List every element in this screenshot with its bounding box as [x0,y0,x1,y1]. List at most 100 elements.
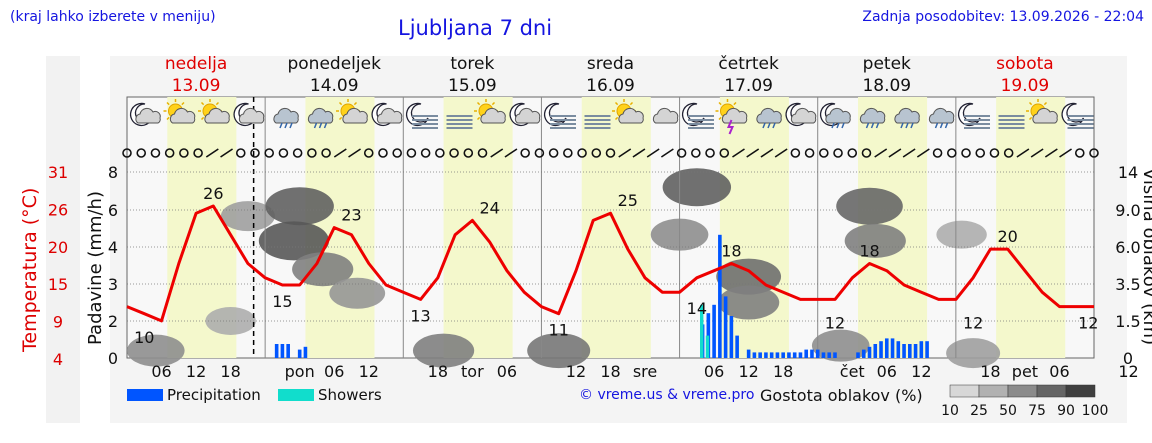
precipitation-bar [913,344,918,358]
rain-drop [323,122,328,129]
rain-drop [944,122,949,129]
precipitation-bar [804,349,809,358]
wind-calm-icon [164,148,175,158]
shower-bar [705,335,710,358]
x-tick-label: 18 [980,362,1000,381]
day-name: torek [450,54,494,74]
wind-calm-icon [961,148,971,158]
precip-tick-label: 2 [108,312,118,331]
left-margin-panel [46,56,80,423]
cloud-icon [825,107,851,124]
precipitation-bar [781,352,785,358]
shower-bar [699,304,704,358]
credit-link[interactable]: © vreme.us & vreme.pro [579,387,755,403]
wind-barb-icon [205,148,219,158]
x-tick-label: 06 [497,362,517,381]
temperature-value-label: 26 [203,184,223,203]
wind-barb-icon [888,148,902,158]
wind-calm-icon [435,148,445,158]
rain-drop [772,122,776,129]
x-tick-label: 18 [773,362,793,381]
wind-calm-icon [691,148,701,158]
x-tick-label: 12 [566,362,586,381]
x-tick-label: 06 [1049,362,1069,381]
wind-calm-icon [463,148,474,158]
precipitation-bar [769,352,774,358]
wind-calm-icon [307,148,317,158]
wind-calm-icon [363,148,374,158]
cloud-icon [169,107,196,124]
temperature-value-label: 23 [341,206,361,225]
sun-ray [1043,101,1048,106]
wind-calm-icon [1089,148,1099,158]
rain-drop [939,122,944,129]
precipitation-bar [792,352,797,358]
wind-calm-icon [790,148,801,158]
temperature-tick-label: 26 [48,200,68,219]
temperature-value-label: 18 [859,241,879,260]
cloud-density-swatch [1007,384,1038,398]
cloud-density-scale-label: 100 [1082,403,1109,419]
rain-drop [870,122,875,129]
cloud-density-patch [936,220,987,249]
cloud-density-patch [126,334,185,367]
precipitation-bar [303,346,308,358]
x-tick-label: 18 [220,362,240,381]
rain-drop [910,122,914,129]
wind-calm-icon [1003,148,1014,158]
wind-barb-icon [1016,148,1030,158]
wind-calm-icon [449,148,459,158]
precipitation-bar [297,349,302,358]
rain-drop [836,122,840,129]
sun-ray [629,101,634,106]
cloud-height-tick-label: 9.0 [1115,201,1140,220]
day-name: petek [863,54,911,74]
precipitation-bar [274,344,279,358]
temperature-value-label: 14 [687,299,707,318]
day-name: ponedeljek [287,54,381,74]
wind-calm-icon [122,148,132,158]
temperature-value-label: 18 [721,241,741,260]
precipitation-bar [925,341,929,358]
wind-calm-icon [179,148,189,158]
cloud-icon [238,107,265,124]
precipitation-bar [752,352,757,358]
precip-tick-label: 6 [108,201,118,220]
sun-ray [166,116,170,121]
day-date: 13.09 [172,76,221,96]
wind-calm-icon [705,148,715,158]
day-name: sreda [587,54,634,74]
sun-ray [166,101,170,106]
cloud-density-legend-title: Gostota oblakov (%) [760,386,923,405]
x-tick-label: pet [1012,362,1038,381]
temperature-tick-label: 4 [53,350,63,369]
last-updated: Zadnja posodobitev: 13.09.2026 - 22:04 [862,9,1144,25]
cloud-icon [307,107,334,124]
wind-calm-icon [719,148,730,158]
wind-calm-icon [833,148,843,158]
precipitation-bar [827,352,832,358]
x-tick-label: 12 [186,362,206,381]
wind-calm-icon [235,148,246,158]
x-tick-label: tor [461,362,484,381]
wind-barb-icon [1059,148,1073,158]
precipitation-bar [729,316,734,358]
cloud-density-patch [946,338,1001,369]
cloud-icon [204,107,230,124]
wind-calm-icon [577,148,587,158]
wind-calm-icon [563,148,573,158]
wind-barb-icon [220,148,233,158]
wind-barb-icon [333,148,347,158]
cloud-icon [273,107,299,124]
temperature-tick-label: 31 [48,163,68,182]
wind-calm-icon [292,148,303,158]
daylight-band [996,97,1066,358]
temperature-value-label: 12 [825,314,845,333]
wind-calm-icon [847,148,858,158]
location-hint[interactable]: (kraj lahko izberete v meniju) [10,9,216,25]
wind-calm-icon [136,148,147,158]
wind-barb-icon [1044,148,1058,158]
rain-drop [318,122,323,129]
precipitation-bar [873,344,878,358]
wind-barb-icon [732,148,745,158]
